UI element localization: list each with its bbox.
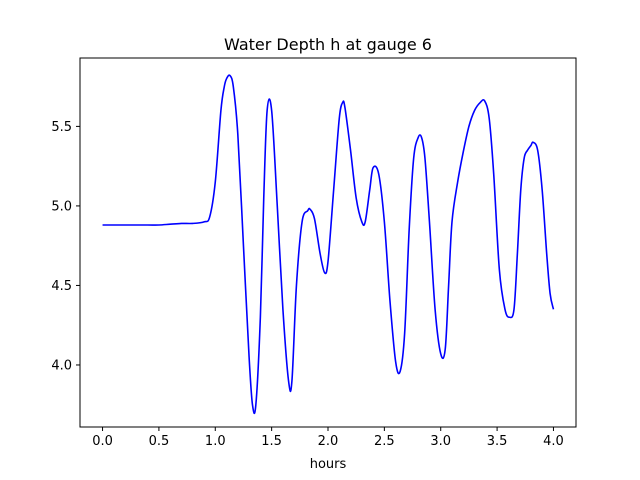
y-tick-label: 5.5	[51, 120, 72, 135]
x-tick-label: 1.0	[205, 434, 226, 449]
y-axis-ticks: 4.0 4.5 5.0 5.5	[51, 120, 80, 373]
x-axis-ticks: 0.0 0.5 1.0 1.5 2.0 2.5 3.0 3.5 4.0	[92, 427, 564, 449]
x-tick-label: 2.5	[374, 434, 395, 449]
series-line	[102, 74, 555, 415]
chart-title: Water Depth h at gauge 6	[224, 35, 432, 54]
x-tick-label: 4.0	[543, 434, 564, 449]
x-tick-label: 3.5	[487, 434, 508, 449]
x-tick-label: 3.0	[430, 434, 451, 449]
x-axis-label: hours	[310, 457, 347, 472]
y-tick-label: 4.5	[51, 279, 72, 294]
x-tick-label: 2.0	[318, 434, 339, 449]
x-tick-label: 1.5	[261, 434, 282, 449]
y-tick-label: 4.0	[51, 358, 72, 373]
x-tick-label: 0.0	[92, 434, 113, 449]
y-tick-label: 5.0	[51, 199, 72, 214]
series-layer	[102, 74, 555, 415]
x-tick-label: 0.5	[149, 434, 170, 449]
